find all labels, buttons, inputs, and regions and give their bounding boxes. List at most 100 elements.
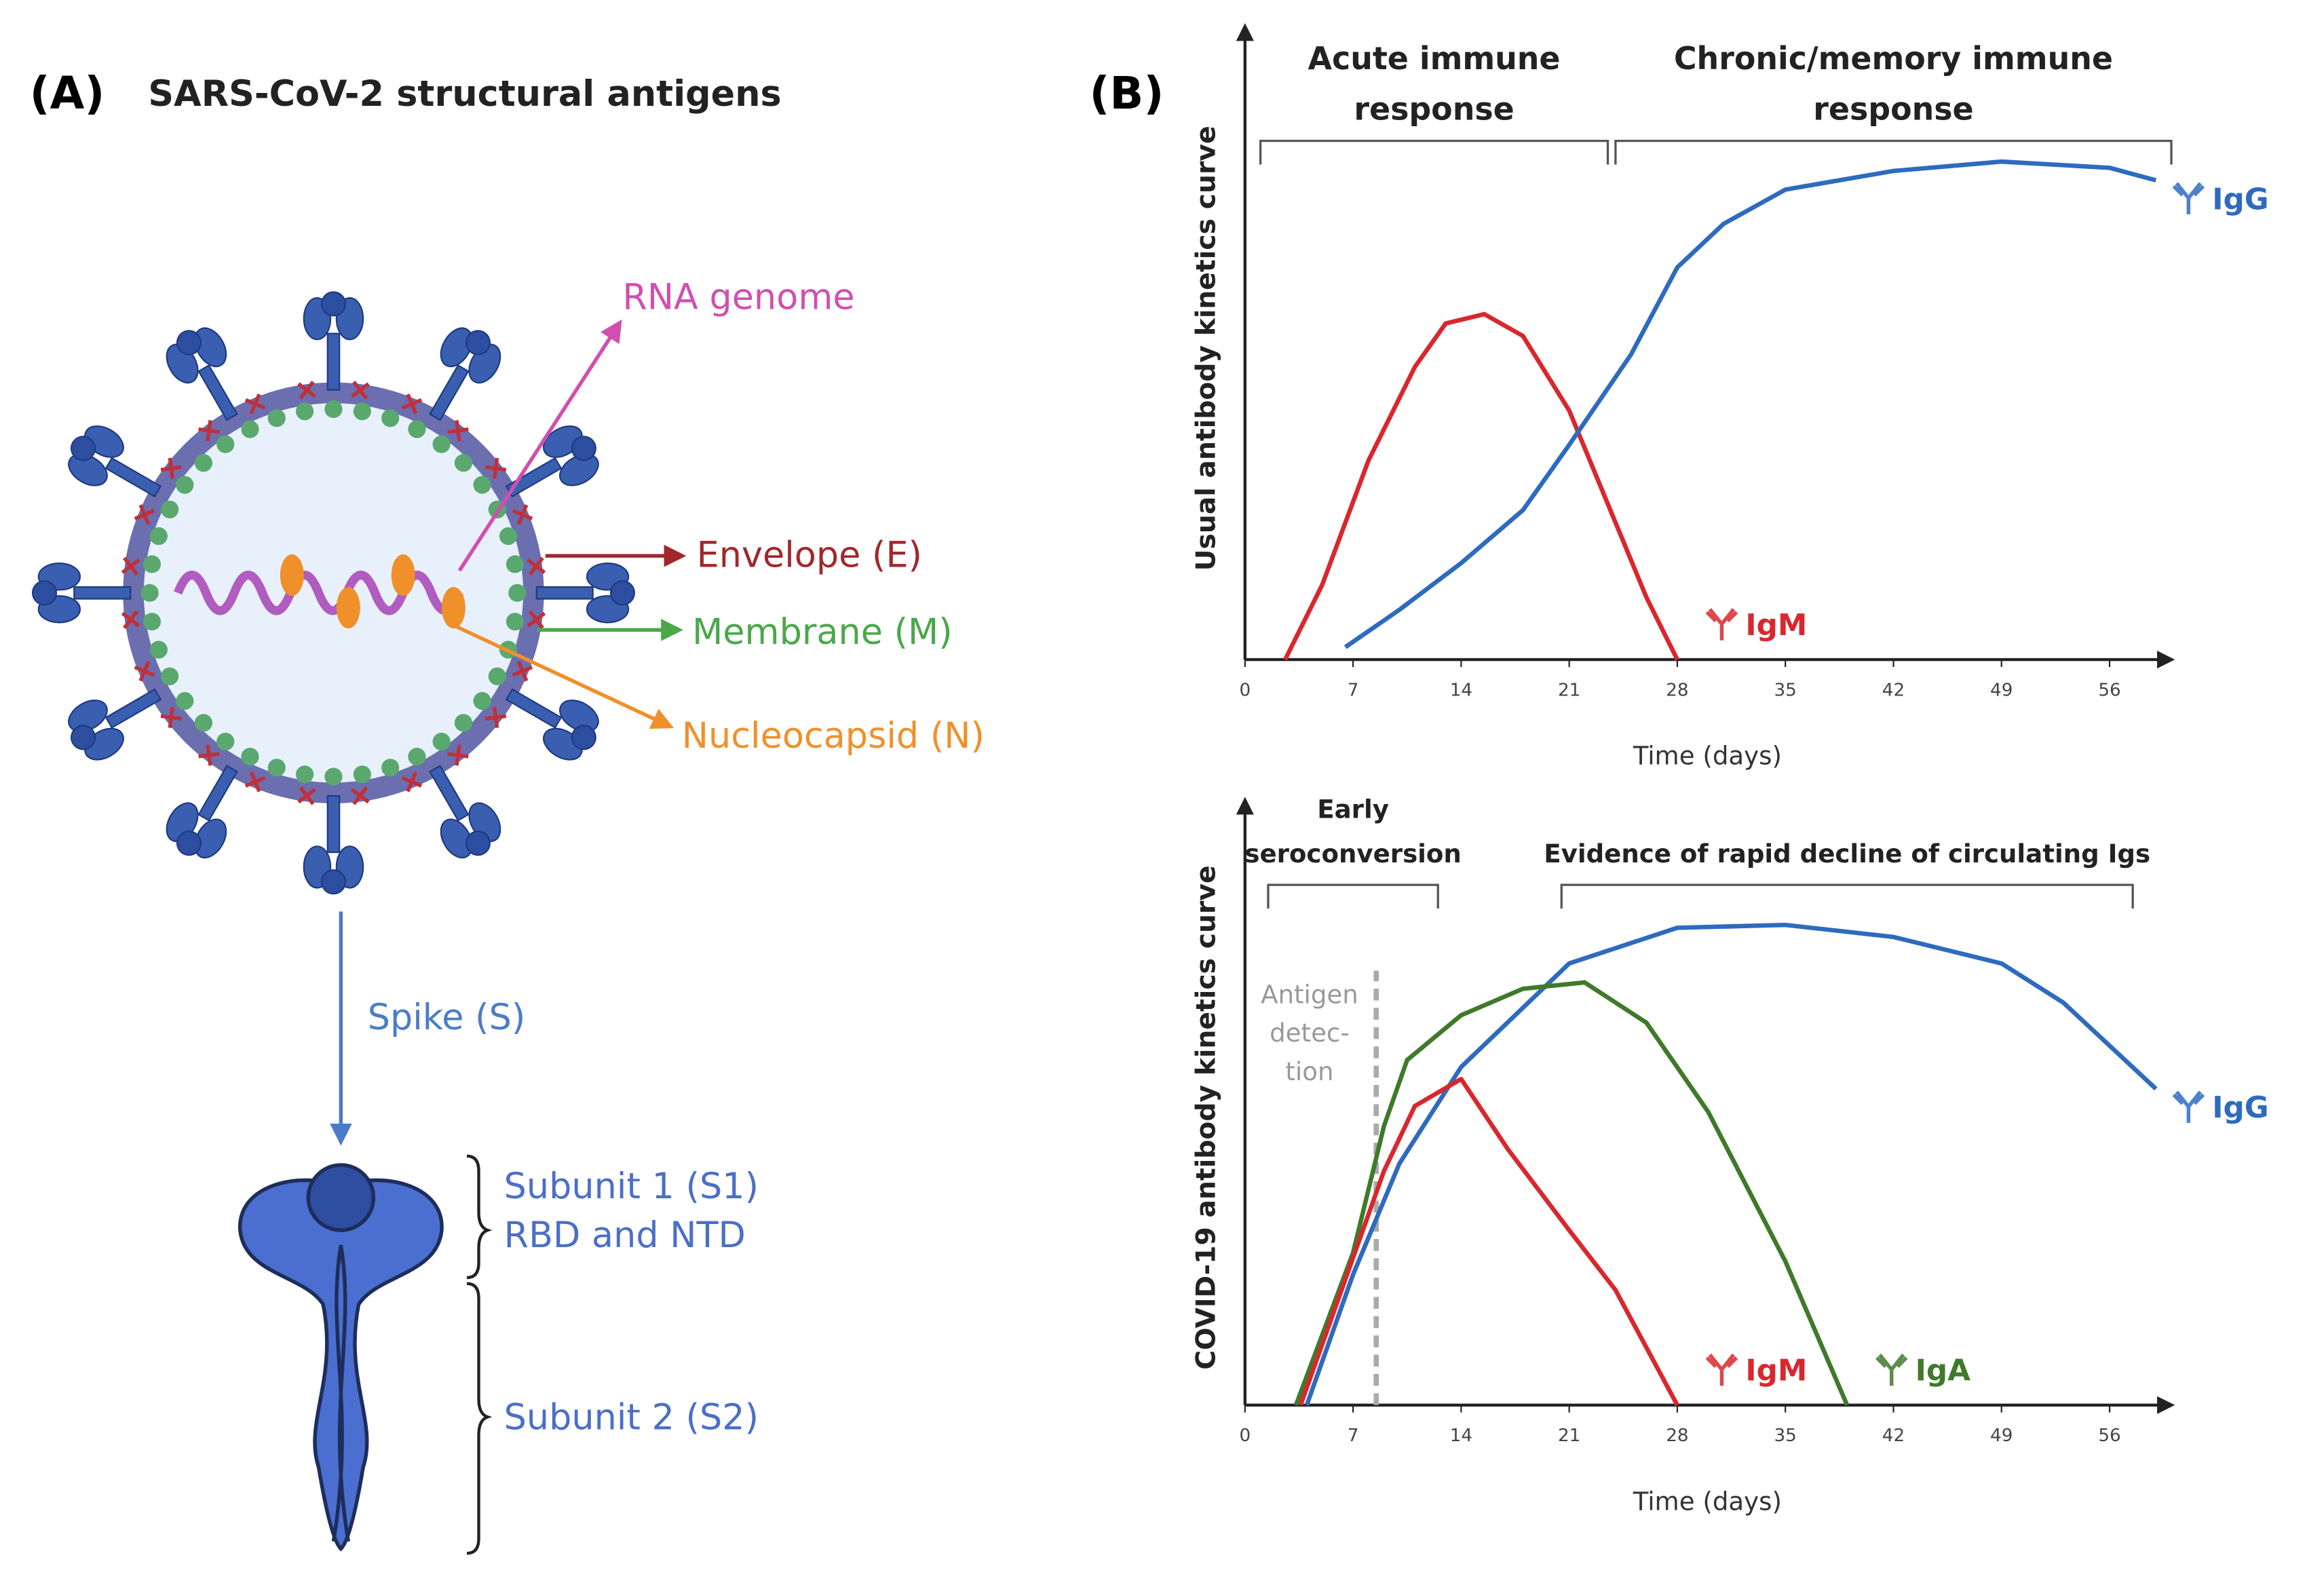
membrane-protein bbox=[149, 527, 168, 546]
rna-label: RNA genome bbox=[622, 276, 854, 318]
x-tick-label: 14 bbox=[1450, 1426, 1472, 1446]
nucleocapsid bbox=[336, 587, 360, 629]
spike bbox=[68, 688, 162, 761]
membrane-protein bbox=[473, 476, 491, 494]
spike-stem bbox=[73, 586, 132, 600]
envelope-protein bbox=[134, 660, 155, 682]
legend-label: IgG bbox=[2212, 182, 2268, 216]
spike bbox=[505, 688, 599, 761]
spike-strands bbox=[331, 1244, 351, 1542]
membrane-protein bbox=[176, 691, 194, 710]
spike-tip bbox=[71, 725, 96, 750]
envelope-protein bbox=[512, 504, 533, 525]
spike-stem bbox=[104, 688, 162, 729]
envelope-protein bbox=[350, 786, 370, 805]
x-tick-label: 49 bbox=[1990, 680, 2013, 700]
legend-label: IgM bbox=[1745, 1354, 1807, 1388]
membrane-protein bbox=[142, 613, 161, 631]
x-tick-label: 0 bbox=[1239, 680, 1251, 700]
spike bbox=[535, 562, 635, 624]
legend-icon bbox=[1705, 1353, 1738, 1386]
membrane-protein bbox=[194, 454, 213, 472]
annotation: response bbox=[1813, 90, 1973, 127]
x-tick-label: 0 bbox=[1239, 1426, 1251, 1446]
envelope-protein bbox=[160, 706, 182, 728]
spike-tip bbox=[31, 580, 58, 606]
membrane-protein bbox=[142, 555, 161, 573]
envelope-protein bbox=[512, 660, 533, 682]
envelope-protein bbox=[297, 786, 317, 805]
envelope-protein bbox=[401, 771, 423, 793]
spike-tip bbox=[571, 725, 596, 750]
membrane-protein bbox=[149, 641, 168, 659]
spike-lobe bbox=[68, 700, 108, 733]
membrane-protein bbox=[506, 613, 525, 631]
membrane-protein bbox=[353, 765, 371, 784]
membrane-protein bbox=[324, 767, 343, 786]
membrane-protein bbox=[488, 667, 506, 685]
x-tick-label: 21 bbox=[1558, 1426, 1580, 1446]
membrane-protein bbox=[161, 500, 179, 518]
series-line bbox=[1304, 922, 2158, 1406]
bracket bbox=[1267, 883, 1439, 909]
bracket bbox=[1259, 139, 1609, 165]
spike-tip bbox=[465, 831, 491, 856]
y-axis-label: COVID-19 antibody kinetics curve bbox=[1192, 865, 1222, 1369]
reference-label: Antigen bbox=[1261, 980, 1358, 1009]
envelope-protein bbox=[447, 419, 469, 442]
x-tick-label: 21 bbox=[1558, 680, 1580, 700]
envelope-protein bbox=[198, 419, 220, 442]
x-tick-label: 42 bbox=[1882, 1426, 1905, 1446]
x-tick-label: 35 bbox=[1774, 680, 1797, 700]
bracket bbox=[1614, 139, 2173, 165]
x-tick-label: 28 bbox=[1666, 680, 1688, 700]
spike-stem bbox=[429, 364, 470, 421]
x-tick-label: 56 bbox=[2098, 1426, 2120, 1446]
spike-stem bbox=[505, 457, 563, 498]
spike-lobe bbox=[194, 327, 227, 368]
spike-label: Spike (S) bbox=[368, 997, 526, 1038]
x-axis-label: Time (days) bbox=[1633, 1487, 1782, 1516]
envelope-protein bbox=[134, 504, 155, 525]
membrane-protein bbox=[267, 409, 286, 427]
nucleocapsid-label: Nucleocapsid (N) bbox=[682, 715, 985, 757]
panel-label: (B) bbox=[1089, 68, 1164, 119]
spike-tip bbox=[320, 291, 347, 317]
membrane-protein bbox=[381, 759, 400, 777]
membrane-protein bbox=[295, 402, 314, 421]
spike-tip bbox=[176, 330, 202, 356]
series-line bbox=[1293, 980, 1850, 1407]
membrane-protein bbox=[432, 732, 451, 751]
envelope-protein bbox=[401, 393, 423, 415]
membrane-protein bbox=[408, 420, 426, 438]
reference-label: tion bbox=[1285, 1057, 1333, 1086]
annotation: response bbox=[1354, 90, 1514, 127]
membrane-protein bbox=[499, 527, 518, 546]
membrane-protein bbox=[267, 759, 286, 777]
legend-label: IgM bbox=[1745, 608, 1807, 643]
spike-tip bbox=[571, 436, 596, 461]
nucleocapsid-proteins bbox=[280, 554, 465, 629]
spike-tip bbox=[71, 436, 96, 461]
spike bbox=[429, 765, 501, 859]
spike-stem bbox=[326, 795, 341, 854]
x-tick-label: 42 bbox=[1882, 680, 1905, 700]
envelope-protein bbox=[297, 381, 317, 400]
spike-protein bbox=[238, 1163, 444, 1552]
envelope-protein bbox=[244, 771, 266, 793]
nucleocapsid bbox=[441, 587, 465, 629]
spike-tip bbox=[176, 831, 202, 856]
membrane-protein bbox=[324, 400, 343, 419]
envelope-protein bbox=[527, 610, 546, 630]
membrane-protein bbox=[176, 476, 194, 494]
envelope-label: Envelope (E) bbox=[697, 534, 922, 575]
membrane-protein bbox=[454, 454, 473, 472]
annotation: Early bbox=[1317, 795, 1389, 824]
membrane-protein bbox=[295, 765, 314, 784]
membrane-protein bbox=[194, 714, 213, 732]
membrane-label: Membrane (M) bbox=[692, 611, 953, 653]
membrane-protein bbox=[473, 691, 491, 710]
membrane-protein bbox=[508, 584, 527, 602]
series-line bbox=[1283, 311, 1679, 661]
